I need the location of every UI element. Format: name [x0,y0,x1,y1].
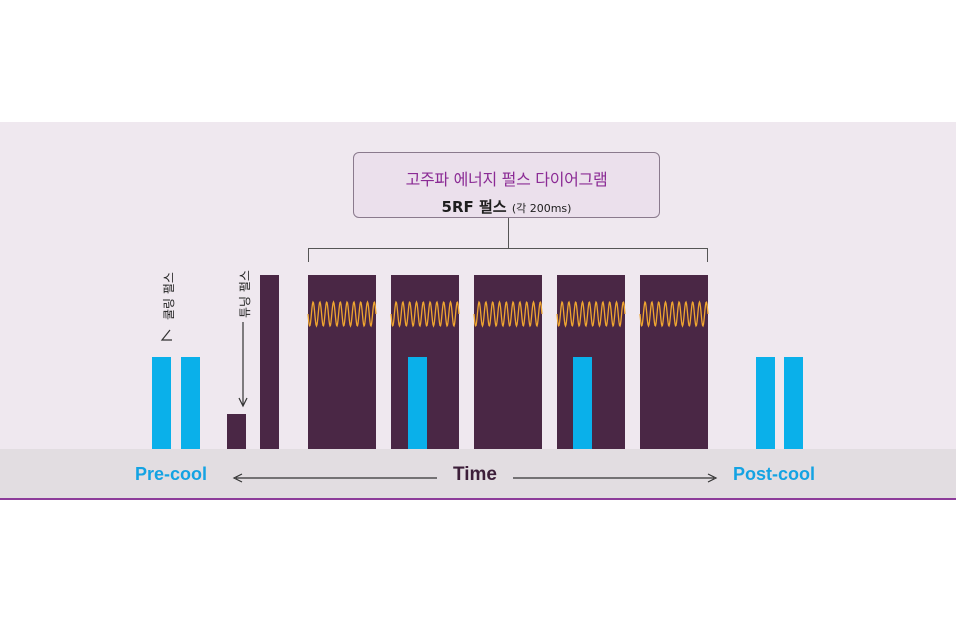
diagram-subtitle: 5RF 펄스 (각 200ms) [354,196,659,217]
subtitle-note: (각 200ms) [511,202,572,215]
inter-pulse-cooling [408,357,427,449]
pre-cool-label: Pre-cool [135,464,208,484]
inter-pulse-cooling [573,357,592,449]
bottom-divider [0,498,956,500]
diagram-title: 고주파 에너지 펄스 다이어그램 [405,170,608,189]
bracket-left-tick [308,248,309,262]
pre-cool-pulse [152,357,171,449]
tuning-pulse-label: 튜닝 펄스 [238,270,252,318]
tuning-pulse-tall [260,275,279,449]
tuning-pulse-small [227,414,246,449]
pre-cool-pulse [181,357,200,449]
post-cool-pulse [756,357,775,449]
subtitle-main: 5RF 펄스 [441,198,507,216]
bracket-horizontal [308,248,708,249]
bracket-stem [508,218,509,248]
time-axis-band [0,449,956,499]
cooling-pulse-label: 쿨링 펄스 [162,272,176,320]
diagram-title-box: 고주파 에너지 펄스 다이어그램 5RF 펄스 (각 200ms) [353,152,660,218]
rf-pulse [474,275,542,449]
time-label: Time [453,464,498,485]
bracket-right-tick [707,248,708,262]
post-cool-label: Post-cool [733,464,816,484]
post-cool-pulse [784,357,803,449]
rf-pulse [308,275,376,449]
rf-pulse [640,275,708,449]
